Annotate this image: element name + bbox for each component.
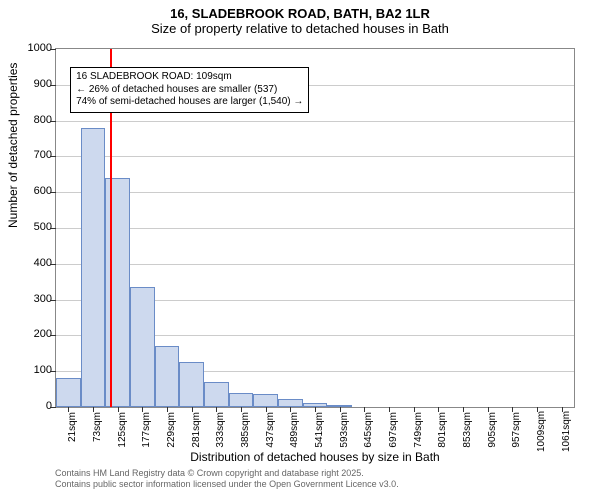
ytick-label: 0: [12, 400, 52, 412]
xtick-label: 229sqm: [166, 412, 177, 452]
histogram-bar: [278, 399, 303, 407]
xtick-label: 801sqm: [437, 412, 448, 452]
ytick-label: 100: [12, 364, 52, 376]
ytick-label: 500: [12, 221, 52, 233]
ytick-label: 300: [12, 293, 52, 305]
xtick-label: 749sqm: [413, 412, 424, 452]
xtick-label: 957sqm: [511, 412, 522, 452]
footer-line1: Contains HM Land Registry data © Crown c…: [55, 468, 399, 479]
chart-container: 16, SLADEBROOK ROAD, BATH, BA2 1LR Size …: [0, 0, 600, 500]
gridline-h: [56, 264, 574, 265]
title-block: 16, SLADEBROOK ROAD, BATH, BA2 1LR Size …: [0, 0, 600, 36]
histogram-bar: [179, 362, 204, 407]
xtick-label: 593sqm: [339, 412, 350, 452]
xtick-label: 73sqm: [92, 412, 103, 452]
xtick-label: 281sqm: [191, 412, 202, 452]
annotation-line1: 16 SLADEBROOK ROAD: 109sqm: [76, 71, 303, 84]
gridline-h: [56, 228, 574, 229]
footer: Contains HM Land Registry data © Crown c…: [55, 468, 399, 490]
xtick-label: 437sqm: [265, 412, 276, 452]
histogram-bar: [204, 382, 229, 407]
xtick-label: 541sqm: [314, 412, 325, 452]
xtick-label: 385sqm: [240, 412, 251, 452]
xtick-label: 125sqm: [117, 412, 128, 452]
ytick-label: 600: [12, 185, 52, 197]
title-line1: 16, SLADEBROOK ROAD, BATH, BA2 1LR: [0, 6, 600, 21]
plot-area: 16 SLADEBROOK ROAD: 109sqm ← 26% of deta…: [55, 48, 575, 408]
histogram-bar: [229, 393, 254, 407]
ytick-label: 800: [12, 114, 52, 126]
gridline-h: [56, 192, 574, 193]
ytick-label: 200: [12, 328, 52, 340]
x-axis-label: Distribution of detached houses by size …: [55, 450, 575, 464]
gridline-h: [56, 121, 574, 122]
xtick-label: 21sqm: [67, 412, 78, 452]
ytick-label: 900: [12, 78, 52, 90]
xtick-label: 905sqm: [487, 412, 498, 452]
gridline-h: [56, 156, 574, 157]
annotation-line2: ← 26% of detached houses are smaller (53…: [76, 84, 303, 97]
footer-line2: Contains public sector information licen…: [55, 479, 399, 490]
xtick-label: 177sqm: [141, 412, 152, 452]
ytick-label: 400: [12, 257, 52, 269]
xtick-label: 697sqm: [388, 412, 399, 452]
ytick-label: 700: [12, 149, 52, 161]
histogram-bar: [81, 128, 106, 407]
xtick-label: 333sqm: [215, 412, 226, 452]
xtick-label: 1009sqm: [536, 412, 547, 452]
histogram-bar: [130, 287, 155, 407]
histogram-bar: [56, 378, 81, 407]
xtick-label: 853sqm: [462, 412, 473, 452]
histogram-bar: [253, 394, 278, 407]
annotation-line3: 74% of semi-detached houses are larger (…: [76, 96, 303, 109]
xtick-label: 1061sqm: [561, 412, 572, 452]
annotation-box: 16 SLADEBROOK ROAD: 109sqm ← 26% of deta…: [70, 67, 309, 113]
histogram-bar: [105, 178, 130, 407]
xtick-label: 645sqm: [363, 412, 374, 452]
title-line2: Size of property relative to detached ho…: [0, 21, 600, 36]
xtick-label: 489sqm: [289, 412, 300, 452]
ytick-label: 1000: [12, 42, 52, 54]
histogram-bar: [155, 346, 180, 407]
